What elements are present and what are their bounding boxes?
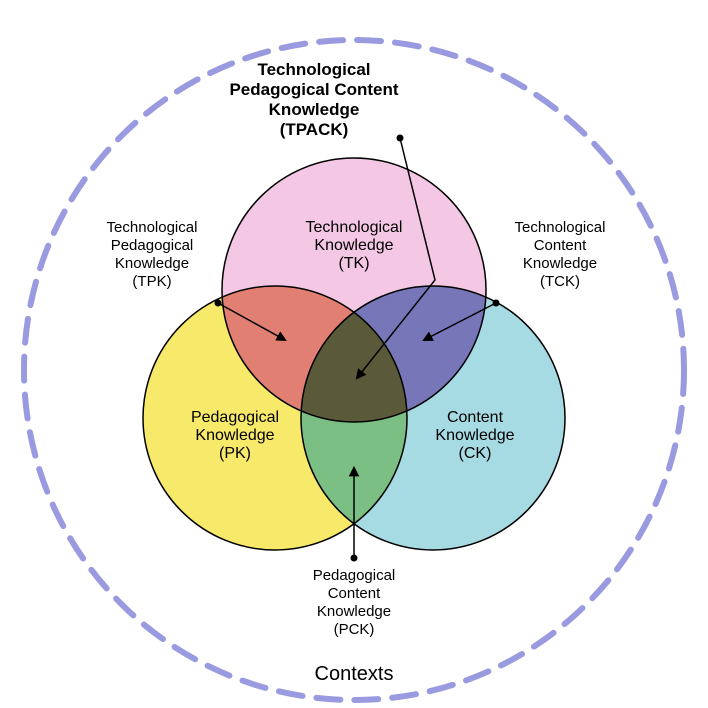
pck-label-1: Pedagogical: [313, 567, 396, 584]
tpack-title-line1: Technological: [257, 60, 370, 79]
tk-label-2: Knowledge: [314, 237, 393, 254]
tck-label-3: Knowledge: [523, 255, 597, 272]
tpk-label-2: Pedagogical: [111, 237, 194, 254]
tpack-venn-diagram: Technological Pedagogical Content Knowle…: [0, 0, 708, 708]
pk-label-3: (PK): [219, 445, 251, 462]
tck-label-4: (TCK): [540, 273, 580, 290]
tpack-title-line3: Knowledge: [269, 100, 360, 119]
contexts-label: Contexts: [315, 663, 394, 685]
tpack-title-line4: (TPACK): [280, 120, 349, 139]
tpk-label-4: (TPK): [132, 273, 171, 290]
pck-label-4: (PCK): [334, 621, 375, 638]
tck-label-2: Content: [534, 237, 587, 254]
tk-label-3: (TK): [338, 255, 369, 272]
tk-label-1: Technological: [306, 219, 403, 236]
tck-label-1: Technological: [515, 219, 606, 236]
tpk-label-1: Technological: [107, 219, 198, 236]
ck-label-3: (CK): [459, 445, 492, 462]
ck-label-2: Knowledge: [435, 427, 514, 444]
pk-label-2: Knowledge: [195, 427, 274, 444]
pck-label-2: Content: [328, 585, 381, 602]
pk-label-1: Pedagogical: [191, 409, 279, 426]
pck-label-3: Knowledge: [317, 603, 391, 620]
tpack-title-line2: Pedagogical Content: [229, 80, 398, 99]
tpk-label-3: Knowledge: [115, 255, 189, 272]
ck-label-1: Content: [447, 409, 504, 426]
